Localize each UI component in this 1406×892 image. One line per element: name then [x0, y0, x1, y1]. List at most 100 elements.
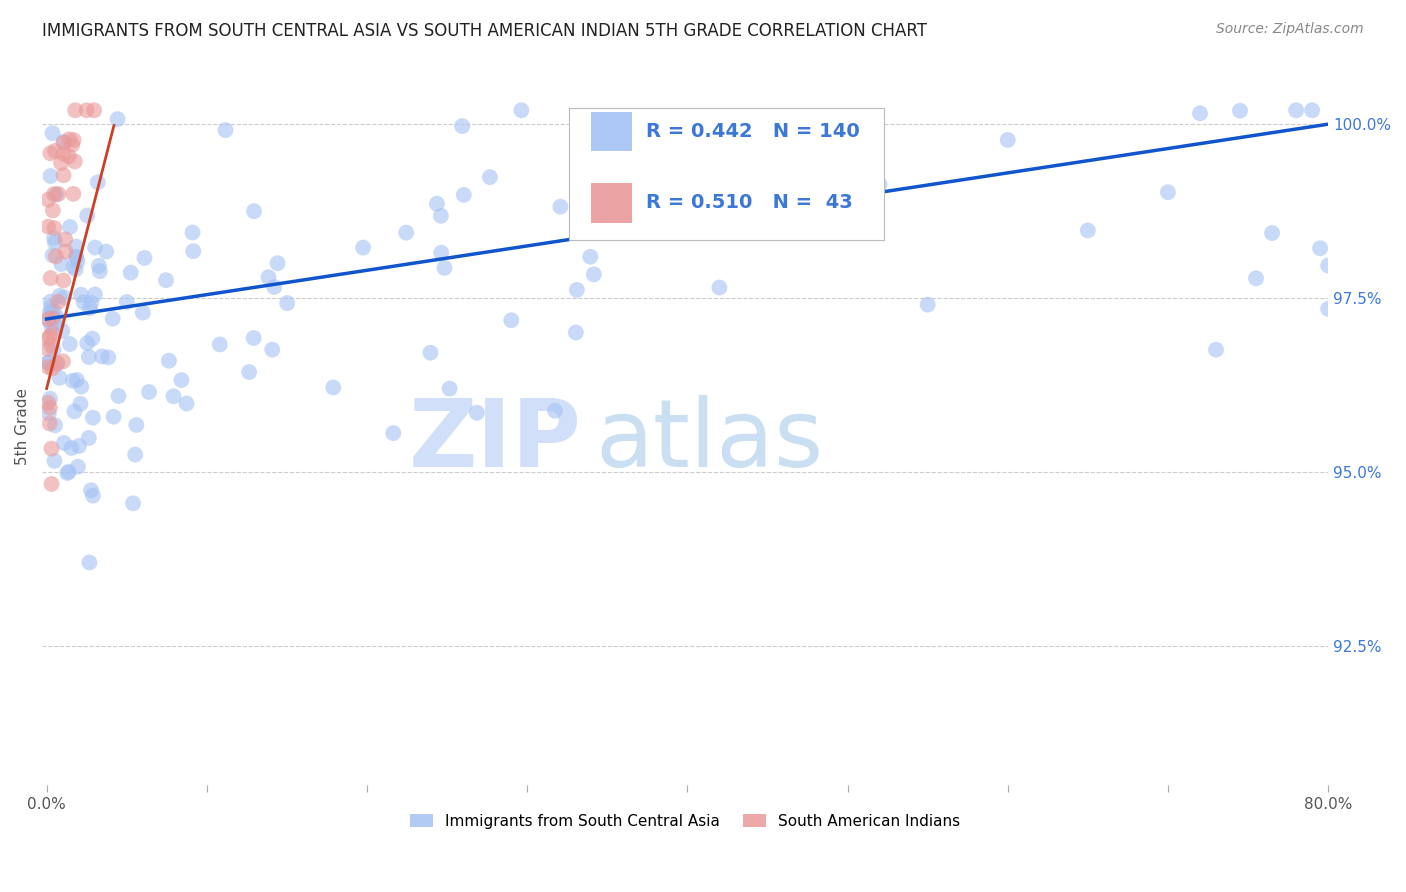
Point: [565, 326, 588, 340]
Point: [869, 178, 891, 192]
Point: [709, 280, 731, 294]
Point: [41, 338, 63, 352]
Point: [352, 241, 374, 255]
Legend: Immigrants from South Central Asia, South American Indians: Immigrants from South Central Asia, Sout…: [404, 807, 966, 835]
Point: [579, 250, 602, 264]
Point: [1157, 186, 1180, 200]
Point: [1077, 223, 1099, 237]
Point: [48, 186, 70, 201]
Point: [122, 496, 145, 510]
Point: [257, 270, 280, 285]
Point: [382, 425, 405, 440]
Point: [42, 311, 65, 326]
Point: [544, 403, 567, 417]
Point: [478, 170, 501, 185]
Point: [52, 146, 75, 161]
Point: [42, 203, 65, 218]
Text: ZIP: ZIP: [409, 395, 582, 487]
Point: [1301, 103, 1323, 118]
Point: [52, 135, 75, 149]
Point: [53, 291, 76, 305]
Point: [37, 355, 59, 369]
Point: [84, 287, 107, 301]
Point: [52, 136, 75, 150]
Point: [917, 297, 939, 311]
Point: [80, 483, 103, 498]
Bar: [591, 112, 633, 151]
Point: [46, 310, 69, 325]
Point: [162, 389, 184, 403]
Point: [42, 187, 65, 202]
Point: [38, 406, 60, 420]
Point: [39, 146, 62, 161]
Point: [96, 244, 118, 259]
Point: [243, 204, 266, 219]
Point: [45, 249, 67, 263]
Point: [66, 373, 89, 387]
Point: [45, 356, 67, 370]
Point: [138, 384, 160, 399]
Point: [1317, 259, 1340, 273]
Point: [44, 235, 66, 250]
Point: [37, 193, 59, 207]
Point: [453, 187, 475, 202]
Point: [37, 396, 59, 410]
Point: [44, 221, 66, 235]
Point: [59, 337, 82, 351]
Point: [124, 448, 146, 462]
Point: [582, 268, 605, 282]
Point: [107, 389, 129, 403]
Point: [322, 380, 344, 394]
Point: [38, 308, 60, 322]
Point: [60, 441, 83, 455]
Point: [53, 436, 76, 450]
Point: [101, 311, 124, 326]
Point: [44, 231, 66, 245]
Point: [107, 112, 129, 127]
Point: [39, 294, 62, 309]
Point: [65, 250, 87, 264]
Point: [38, 313, 60, 327]
Text: atlas: atlas: [595, 395, 823, 487]
Y-axis label: 5th Grade: 5th Grade: [15, 388, 30, 466]
Point: [37, 342, 59, 356]
Point: [997, 133, 1019, 147]
Point: [395, 226, 418, 240]
Point: [41, 320, 63, 334]
Point: [70, 287, 93, 301]
Text: R = 0.510   N =  43: R = 0.510 N = 43: [647, 194, 853, 212]
Point: [565, 283, 588, 297]
Point: [48, 371, 70, 385]
Point: [82, 410, 104, 425]
Point: [1309, 241, 1331, 255]
Point: [132, 305, 155, 319]
Point: [451, 119, 474, 133]
Point: [76, 209, 98, 223]
Point: [510, 103, 533, 118]
Point: [52, 273, 75, 287]
Point: [1205, 343, 1227, 357]
Point: [66, 459, 89, 474]
Point: [115, 295, 138, 310]
Point: [82, 332, 104, 346]
Point: [70, 379, 93, 393]
Point: [48, 289, 70, 303]
Point: [426, 196, 449, 211]
Point: [157, 353, 180, 368]
Point: [80, 295, 103, 310]
Point: [76, 336, 98, 351]
Point: [58, 132, 80, 146]
Point: [45, 187, 67, 202]
Point: [79, 556, 101, 570]
Point: [430, 209, 453, 223]
Point: [804, 194, 827, 208]
Point: [67, 439, 90, 453]
Point: [41, 326, 63, 340]
Point: [63, 154, 86, 169]
Point: [1229, 103, 1251, 118]
Point: [39, 169, 62, 183]
Point: [65, 239, 87, 253]
FancyBboxPatch shape: [569, 108, 884, 241]
Point: [170, 373, 193, 387]
Point: [41, 248, 63, 262]
